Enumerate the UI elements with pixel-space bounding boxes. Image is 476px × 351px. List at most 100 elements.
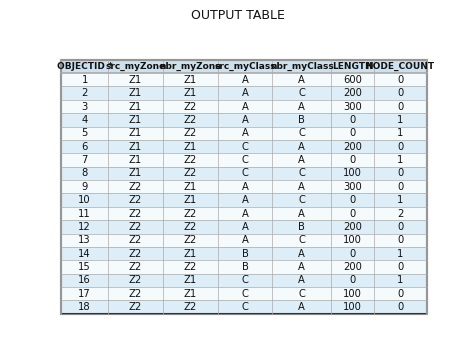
Bar xyxy=(272,207,331,220)
Bar xyxy=(61,193,108,207)
Text: 2: 2 xyxy=(397,208,403,219)
Text: Z2: Z2 xyxy=(129,249,142,259)
Bar xyxy=(218,100,272,113)
Bar xyxy=(61,86,108,100)
Bar xyxy=(108,220,163,234)
Bar xyxy=(331,247,374,260)
Bar xyxy=(272,86,331,100)
Bar xyxy=(218,60,272,73)
Bar xyxy=(374,127,426,140)
Bar xyxy=(163,300,218,314)
Bar xyxy=(374,86,426,100)
Bar xyxy=(163,234,218,247)
Bar xyxy=(374,287,426,300)
Bar xyxy=(163,113,218,127)
Text: A: A xyxy=(298,208,305,219)
Bar xyxy=(108,140,163,153)
Bar xyxy=(163,180,218,193)
Text: Z2: Z2 xyxy=(184,208,197,219)
Bar xyxy=(331,300,374,314)
Text: Z2: Z2 xyxy=(184,115,197,125)
Bar xyxy=(218,86,272,100)
Bar xyxy=(61,247,108,260)
Bar xyxy=(331,287,374,300)
Text: Z1: Z1 xyxy=(129,115,142,125)
Bar xyxy=(331,193,374,207)
Text: src_myClass: src_myClass xyxy=(214,62,276,71)
Text: Z2: Z2 xyxy=(184,262,197,272)
Text: 6: 6 xyxy=(81,142,88,152)
Bar xyxy=(163,193,218,207)
Text: C: C xyxy=(298,168,305,178)
Text: C: C xyxy=(298,88,305,98)
Text: Z1: Z1 xyxy=(184,289,197,299)
Bar xyxy=(331,100,374,113)
Text: 13: 13 xyxy=(79,235,91,245)
Text: B: B xyxy=(298,115,305,125)
Bar xyxy=(61,220,108,234)
Text: A: A xyxy=(241,128,248,138)
Text: Z1: Z1 xyxy=(184,195,197,205)
Text: A: A xyxy=(241,182,248,192)
Bar xyxy=(163,220,218,234)
Bar xyxy=(163,100,218,113)
Bar xyxy=(163,153,218,167)
Bar xyxy=(331,220,374,234)
Text: 0: 0 xyxy=(349,249,356,259)
Bar xyxy=(218,127,272,140)
Text: A: A xyxy=(241,235,248,245)
Text: A: A xyxy=(241,208,248,219)
Bar xyxy=(374,220,426,234)
Text: nbr_myClass: nbr_myClass xyxy=(270,62,334,71)
Text: A: A xyxy=(298,302,305,312)
Bar xyxy=(61,234,108,247)
Text: C: C xyxy=(241,302,248,312)
Bar xyxy=(61,300,108,314)
Bar xyxy=(163,247,218,260)
Text: 0: 0 xyxy=(397,75,403,85)
Bar xyxy=(218,220,272,234)
Bar xyxy=(61,73,108,86)
Text: 16: 16 xyxy=(79,276,91,285)
Text: A: A xyxy=(298,276,305,285)
Text: 0: 0 xyxy=(397,142,403,152)
Text: 12: 12 xyxy=(79,222,91,232)
Text: C: C xyxy=(298,289,305,299)
Bar xyxy=(374,140,426,153)
Text: 0: 0 xyxy=(349,276,356,285)
Bar xyxy=(108,113,163,127)
Bar xyxy=(374,260,426,274)
Text: Z1: Z1 xyxy=(129,75,142,85)
Bar xyxy=(218,73,272,86)
Text: A: A xyxy=(298,75,305,85)
Bar xyxy=(108,73,163,86)
Text: 600: 600 xyxy=(343,75,362,85)
Bar xyxy=(108,207,163,220)
Text: Z1: Z1 xyxy=(184,142,197,152)
Bar xyxy=(218,260,272,274)
Bar xyxy=(331,180,374,193)
Bar xyxy=(108,247,163,260)
Bar xyxy=(218,247,272,260)
Bar xyxy=(218,207,272,220)
Bar xyxy=(61,287,108,300)
Bar xyxy=(108,127,163,140)
Text: 0: 0 xyxy=(397,182,403,192)
Text: 0: 0 xyxy=(397,302,403,312)
Bar xyxy=(163,73,218,86)
Text: Z1: Z1 xyxy=(184,88,197,98)
Text: 2: 2 xyxy=(81,88,88,98)
Bar xyxy=(108,234,163,247)
Bar xyxy=(61,140,108,153)
Text: 5: 5 xyxy=(81,128,88,138)
Text: 0: 0 xyxy=(397,168,403,178)
Text: 14: 14 xyxy=(79,249,91,259)
Text: A: A xyxy=(241,195,248,205)
Text: 200: 200 xyxy=(343,88,362,98)
Bar xyxy=(374,234,426,247)
Bar xyxy=(331,113,374,127)
Bar xyxy=(218,167,272,180)
Text: Z1: Z1 xyxy=(184,75,197,85)
Bar xyxy=(374,300,426,314)
Text: 0: 0 xyxy=(397,88,403,98)
